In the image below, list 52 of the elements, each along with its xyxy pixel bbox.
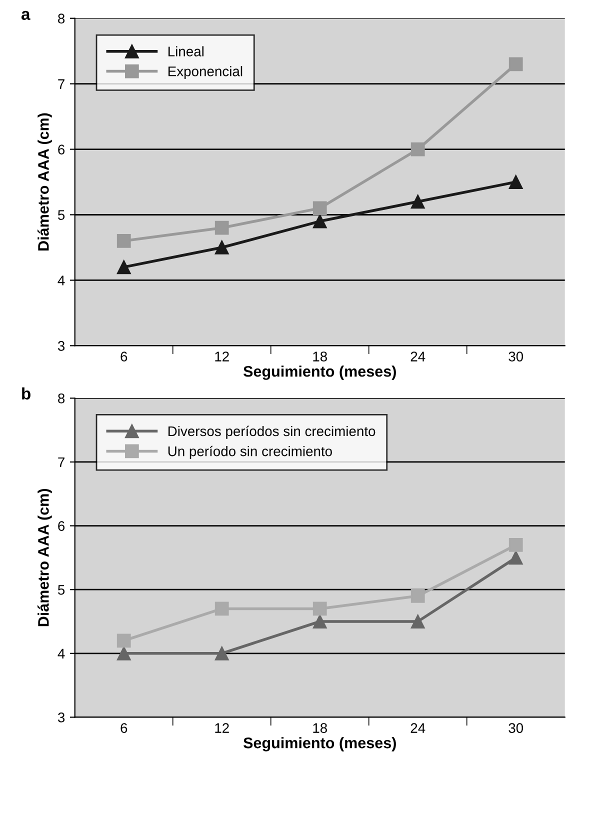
y-tick-label: 7 <box>58 457 64 468</box>
x-tick-label: 12 <box>215 352 229 362</box>
x-tick-label: 12 <box>215 723 229 733</box>
x-axis-title: Seguimiento (meses) <box>243 366 396 380</box>
point <box>116 646 131 660</box>
point <box>410 614 425 628</box>
point <box>410 589 425 603</box>
point <box>312 214 327 228</box>
x-tick-label: 24 <box>410 723 426 733</box>
chart-title: b <box>22 387 30 400</box>
point <box>410 142 425 156</box>
chart-title: a <box>21 10 30 20</box>
point <box>508 550 523 565</box>
y-tick-label: 4 <box>58 648 65 658</box>
point <box>214 646 229 660</box>
y-tick-label: 3 <box>58 341 65 351</box>
legend-label: Diversos períodos sin crecimiento <box>168 426 376 439</box>
x-tick-label: 24 <box>410 352 426 362</box>
point <box>214 602 229 616</box>
point <box>214 240 229 254</box>
x-axis-title: Seguimiento (meses) <box>243 737 396 752</box>
legend-label: Un período sin crecimiento <box>168 446 332 459</box>
y-tick-label: 4 <box>58 276 65 286</box>
x-tick-label: 6 <box>120 352 128 362</box>
x-tick-label: 30 <box>508 352 524 362</box>
point <box>116 634 131 648</box>
y-tick-label: 5 <box>58 210 65 220</box>
point <box>508 175 523 189</box>
point <box>312 614 327 628</box>
y-tick-label: 6 <box>58 144 65 154</box>
point <box>410 194 425 209</box>
x-tick-label: 6 <box>120 723 128 733</box>
y-tick-label: 3 <box>58 712 65 722</box>
x-tick-label: 18 <box>313 723 327 733</box>
y-tick-label: 6 <box>58 521 65 531</box>
y-tick-label: 8 <box>58 14 65 24</box>
point <box>312 602 327 616</box>
point <box>116 234 131 248</box>
point <box>508 57 523 72</box>
point <box>508 538 523 552</box>
legend-label: Exponencial <box>168 66 242 80</box>
y-axis-title: Diámetro AAA (cm) <box>38 113 52 250</box>
point <box>214 220 229 235</box>
y-axis-title: Diámetro AAA (cm) <box>38 488 52 626</box>
legend-label: Lineal <box>168 46 204 56</box>
y-tick-label: 5 <box>58 585 65 595</box>
point <box>312 201 327 216</box>
x-tick-label: 30 <box>508 723 524 733</box>
point <box>116 260 131 274</box>
x-tick-label: 18 <box>313 352 327 362</box>
y-tick-label: 7 <box>58 79 64 89</box>
y-tick-label: 8 <box>58 394 65 404</box>
